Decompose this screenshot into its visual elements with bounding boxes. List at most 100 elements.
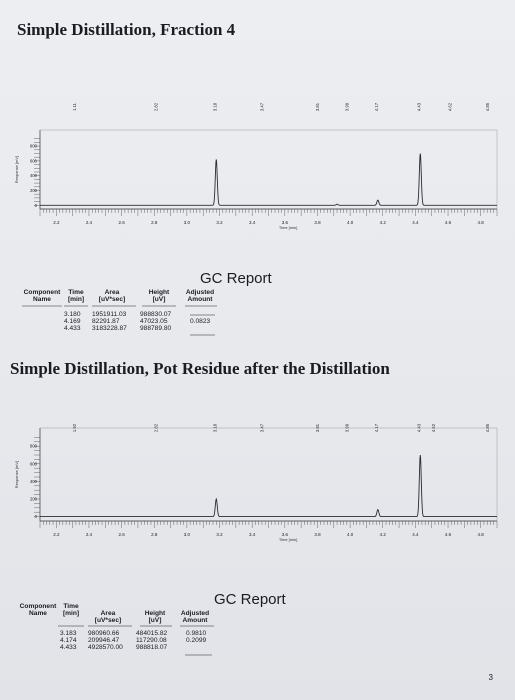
peak-time-label: 4.62 xyxy=(447,102,452,111)
x-tick-label: 4.4 xyxy=(412,220,419,225)
peak-time-label: 4.43 xyxy=(416,102,421,111)
peak-time-label: 4.52 xyxy=(431,423,436,432)
col-component-header: Component Name xyxy=(19,603,57,618)
height-cell: 988789.80 xyxy=(140,325,172,332)
col-height-header: Height [uV] xyxy=(144,610,166,625)
peak-time-label: 4.85 xyxy=(485,423,490,432)
col-component-header: Component Name xyxy=(23,289,61,304)
x-tick-label: 2.8 xyxy=(151,220,158,225)
time-cell: 4.433 xyxy=(64,325,81,332)
x-axis-label: Time [min] xyxy=(279,225,298,230)
area-cell: 1951911.03 xyxy=(92,311,127,318)
x-tick-label: 2.6 xyxy=(118,532,125,537)
x-tick-label: 4.2 xyxy=(380,532,387,537)
report1-title: GC Report xyxy=(200,270,272,287)
section1-title: Simple Distillation, Fraction 4 xyxy=(17,20,236,39)
peak-time-label: 2.82 xyxy=(154,423,159,432)
height-cell: 988818.07 xyxy=(136,644,168,651)
x-tick-label: 3.2 xyxy=(216,220,223,225)
x-tick-label: 2.4 xyxy=(86,532,93,537)
y-tick-label: 0 xyxy=(35,514,38,519)
y-tick-label: 800 xyxy=(30,444,38,449)
col-adjusted-header: Adjusted Amount xyxy=(185,289,215,304)
x-tick-label: 2.2 xyxy=(53,532,60,537)
x-tick-label: 4.0 xyxy=(347,532,354,537)
y-tick-label: 400 xyxy=(30,173,38,178)
x-tick-label: 2.4 xyxy=(86,220,93,225)
col-time-header: Time [min] xyxy=(67,289,85,304)
height-cell: 47023.05 xyxy=(140,318,168,325)
y-axis-label: Response [mV] xyxy=(14,461,19,488)
x-tick-label: 3.0 xyxy=(184,220,191,225)
chromatogram-trace xyxy=(40,454,497,518)
chromatogram-trace xyxy=(40,153,497,206)
x-tick-label: 3.6 xyxy=(282,532,289,537)
col-height-header: Height [uV] xyxy=(148,289,170,304)
page-number: 3 xyxy=(488,673,493,682)
amount-cell: 0.2099 xyxy=(186,637,207,644)
height-cell: 988830.07 xyxy=(140,311,172,318)
x-tick-label: 4.8 xyxy=(478,532,485,537)
time-cell: 4.174 xyxy=(60,637,77,644)
amount-cell: 0.9810 xyxy=(186,630,207,637)
x-tick-label: 3.2 xyxy=(216,532,223,537)
peak-time-label: 3.18 xyxy=(212,423,217,432)
x-tick-label: 3.4 xyxy=(249,220,256,225)
x-tick-label: 3.8 xyxy=(314,532,321,537)
y-axis-label: Response [mV] xyxy=(14,156,19,183)
height-cell: 484015.82 xyxy=(136,630,168,637)
peak-time-label: 3.18 xyxy=(212,102,217,111)
peak-time-label: 4.17 xyxy=(374,102,379,111)
area-cell: 980960.66 xyxy=(88,630,120,637)
peak-time-label: 2.82 xyxy=(154,102,159,111)
time-cell: 4.169 xyxy=(64,318,81,325)
x-tick-label: 4.8 xyxy=(478,220,485,225)
area-cell: 4928570.00 xyxy=(88,644,123,651)
x-tick-label: 2.8 xyxy=(151,532,158,537)
col-adjusted-header: Adjusted Amount xyxy=(180,610,210,625)
section2-title: Simple Distillation, Pot Residue after t… xyxy=(10,359,390,378)
peak-time-label: 3.81 xyxy=(315,102,320,111)
peak-time-label: 3.99 xyxy=(344,102,349,111)
y-tick-label: 600 xyxy=(30,158,38,163)
y-tick-label: 200 xyxy=(30,497,38,502)
height-cell: 117290.08 xyxy=(136,637,167,644)
y-tick-label: 0 xyxy=(35,203,38,208)
amount-cell: 0.0823 xyxy=(190,318,211,325)
area-cell: 3183228.87 xyxy=(92,325,127,332)
x-tick-label: 3.4 xyxy=(249,532,256,537)
time-cell: 3.180 xyxy=(64,311,81,318)
peak-time-label: 3.99 xyxy=(344,423,349,432)
x-tick-label: 3.6 xyxy=(282,220,289,225)
pot-residue-chromatogram: 2.2 2.4 2.6 2.8 3.0 3.2 3.4 3.6 3.8 4.0 4.2 4.4 4.6 4… xyxy=(14,423,498,542)
col-time-header: Time [min] xyxy=(62,603,80,618)
y-tick-label: 800 xyxy=(30,144,38,149)
col-area-header: Area [uV*sec] xyxy=(98,289,126,304)
report2-title: GC Report xyxy=(214,591,286,608)
peak-time-label: 1.11 xyxy=(72,102,77,111)
x-tick-label: 4.0 xyxy=(347,220,354,225)
time-cell: 4.433 xyxy=(60,644,77,651)
peak-time-label: 4.85 xyxy=(485,102,490,111)
x-tick-label: 4.6 xyxy=(445,220,452,225)
peak-time-label: 4.43 xyxy=(416,423,421,432)
x-tick-label: 4.2 xyxy=(380,220,387,225)
time-cell: 3.183 xyxy=(60,630,77,637)
peak-time-label: 3.47 xyxy=(260,102,265,111)
peak-time-label: 4.17 xyxy=(374,423,379,432)
peak-time-label: 1.92 xyxy=(72,423,77,432)
x-axis-label: Time [min] xyxy=(279,537,298,542)
x-tick-label: 3.8 xyxy=(314,220,321,225)
fraction-4-chromatogram: 2.2 2.4 2.6 2.8 3.0 3.2 3.4 3.6 3.8 4.0 4.2 4.4 4.6 4… xyxy=(14,102,498,230)
y-tick-label: 600 xyxy=(30,461,38,466)
x-tick-label: 4.6 xyxy=(445,532,452,537)
area-cell: 209946.47 xyxy=(88,637,120,644)
y-tick-label: 200 xyxy=(30,188,38,193)
x-tick-label: 2.6 xyxy=(118,220,125,225)
x-tick-label: 4.4 xyxy=(412,532,419,537)
peak-time-label: 3.47 xyxy=(260,423,265,432)
area-cell: 82291.87 xyxy=(92,318,120,325)
